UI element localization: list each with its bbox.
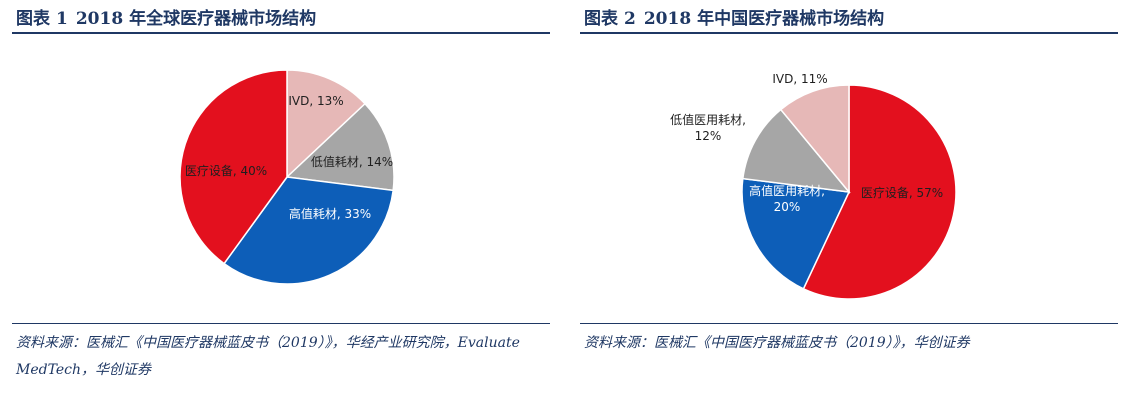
data-label-医疗设备: 医疗设备, 57% — [861, 186, 943, 200]
data-label-IVD: IVD, 11% — [772, 72, 827, 86]
figure-number: 1 — [56, 9, 68, 29]
source-note: 资料来源：医械汇《中国医疗器械蓝皮书（2019）》，华创证券 — [584, 335, 970, 351]
figure-title-text: 2018 年全球医疗器械市场结构 — [75, 9, 317, 29]
source-note: 资料来源：医械汇《中国医疗器械蓝皮书（2019）》，华经产业研究院，Evalua… — [16, 335, 520, 378]
data-label-低值医用耗材: 低值医用耗材, 12% — [670, 112, 746, 143]
data-label-高值医用耗材: 高值医用耗材, 20% — [749, 183, 825, 214]
figure-label: 图表 — [584, 9, 618, 29]
pie-slice-低值耗材 — [285, 102, 395, 192]
figure-label: 图表 — [16, 9, 50, 29]
title-rule — [580, 32, 1118, 34]
data-label-低值耗材: 低值耗材, 14% — [311, 154, 393, 169]
data-label-高值耗材: 高值耗材, 33% — [289, 206, 371, 221]
pie-slice-高值耗材 — [223, 176, 394, 285]
pie-slice-IVD — [779, 84, 850, 195]
chart-title: 图表 1 2018 年全球医疗器械市场结构 — [16, 6, 316, 32]
figure-number: 2 — [624, 9, 636, 29]
data-label-IVD: IVD, 13% — [288, 94, 343, 108]
data-label-医疗设备: 医疗设备, 40% — [185, 164, 267, 178]
pie-slice-高值医用耗材 — [741, 177, 851, 290]
pie-chart-china: 医疗设备, 57% 高值医用耗材, 20% 低值医用耗材, 12% IVD, 11% — [670, 72, 957, 300]
pie-slice-医疗设备 — [802, 84, 957, 300]
pie-chart-global: IVD, 13% 低值耗材, 14% 高值耗材, 33% 医疗设备, 40% — [179, 69, 395, 285]
chart-panel-china: 图表 2 2018 年中国医疗器械市场结构 医疗设备, 57% 高值医用耗材, 20% 低… — [580, 0, 1118, 408]
pie-slice-医疗设备 — [179, 69, 288, 265]
chart-title: 图表 2 2018 年中国医疗器械市场结构 — [584, 6, 884, 32]
source-rule — [580, 323, 1118, 324]
pie-slice-IVD — [286, 69, 367, 179]
title-rule — [12, 32, 550, 34]
chart-panel-global: 图表 1 2018 年全球医疗器械市场结构 IVD, 13% 低值耗材, 14% 高值耗… — [12, 0, 550, 408]
pie-slice-低值医用耗材 — [742, 108, 851, 193]
source-rule — [12, 323, 550, 324]
figure-title-text: 2018 年中国医疗器械市场结构 — [643, 9, 885, 29]
